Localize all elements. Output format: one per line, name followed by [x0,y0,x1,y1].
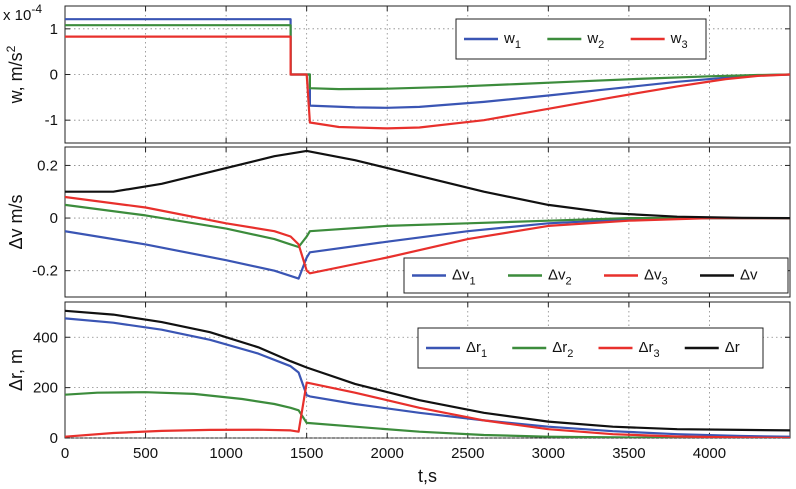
series-line-delta-r2 [65,391,790,438]
x-tick-label: 1000 [209,445,242,462]
y-tick-label: 200 [33,380,58,397]
y-tick-label: 0 [50,210,58,227]
series-line-delta-r3 [65,381,790,438]
x-tick-label: 1500 [290,445,323,462]
legend-entry: Δv1 [452,267,476,288]
x-tick-label: 0 [61,445,69,462]
legend-entry: Δr1 [466,339,487,360]
series-line-delta-r1 [65,317,790,438]
y-tick-label: 1 [50,21,58,38]
x-tick-label: 2000 [371,445,404,462]
x-tick-label: 3000 [532,445,565,462]
series-line-delta-v1 [65,217,790,280]
plot-area [64,301,791,439]
y-tick-label: -0.2 [32,263,58,280]
legend-entry: Δr3 [639,339,660,360]
y-tick-label: 400 [33,329,58,346]
legend-entry: w3 [670,30,688,51]
y-tick-label: 0 [50,67,58,84]
series-group [65,309,790,438]
legend: Δr1 Δr2 Δr3 Δr [417,327,764,369]
y-tick-label: 0.2 [37,157,58,174]
x-tick-label: 500 [133,445,158,462]
legend-entry: w1 [503,30,521,51]
y-tick-label: -1 [45,112,58,129]
exponent-label: x 10-4 [3,2,42,24]
series-line-delta-v3 [65,195,790,275]
legend-entry: Δr2 [552,339,573,360]
legend-entry: Δv [740,267,758,284]
panel-1: -1 0 1 w, m/s2 x 10-4 w1 w2 w3 [3,2,791,144]
legend-entry: Δv3 [644,267,668,288]
x-tick-label: 3500 [612,445,645,462]
y-tick-label: 0 [50,430,58,447]
series-line-delta-v [65,149,790,220]
legend-entry: w2 [586,30,604,51]
legend-entry: Δr [725,339,740,356]
y-axis-label: Δr, m [6,349,26,391]
x-tick-label: 4000 [693,445,726,462]
legend: Δv1 Δv2 Δv3 Δv [403,257,789,294]
series-line-delta-r [65,309,790,432]
series-line-delta-v2 [65,203,790,249]
series-group [65,18,790,130]
series-line-w3 [65,35,790,130]
x-tick-label: 2500 [451,445,484,462]
x-axis-label: t,s [418,466,437,486]
y-axis-label: Δv m/s [6,194,26,249]
y-axis-label: w, m/s2 [4,45,26,104]
legend: w1 w2 w3 [455,18,707,60]
series-group [65,149,790,280]
panel-2: -0.2 0 0.2 Δv m/s Δv1 Δv2 Δv3 Δv [6,146,791,298]
legend-entry: Δv2 [548,267,572,288]
